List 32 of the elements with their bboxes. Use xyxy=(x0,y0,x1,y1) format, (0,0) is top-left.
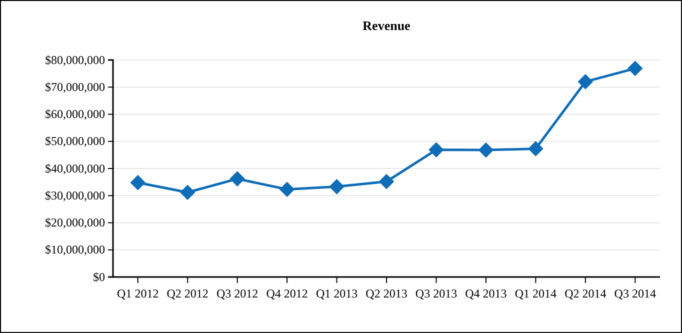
y-tick-label: $20,000,000 xyxy=(45,216,105,230)
y-tick-label: $0 xyxy=(93,270,105,284)
x-tick-label: Q4 2012 xyxy=(266,286,308,301)
y-tick-label: $30,000,000 xyxy=(45,188,105,202)
point xyxy=(627,60,643,76)
y-tick-label: $40,000,000 xyxy=(45,161,105,176)
x-tick-label: Q3 2014 xyxy=(614,286,656,301)
x-tick-label: Q2 2013 xyxy=(366,286,408,301)
point xyxy=(279,182,295,198)
point xyxy=(428,142,444,158)
point xyxy=(329,179,344,194)
y-tick-label: $10,000,000 xyxy=(45,242,105,257)
x-tick-label: Q2 2012 xyxy=(166,286,208,301)
point xyxy=(378,174,394,190)
x-tick-label: Q4 2013 xyxy=(465,286,507,301)
x-tick-label: Q1 2012 xyxy=(117,286,159,301)
x-tick-label: Q1 2013 xyxy=(316,286,358,301)
y-tick-label: $50,000,000 xyxy=(45,134,105,148)
x-tick-label: Q3 2012 xyxy=(216,286,258,301)
y-tick-label: $60,000,000 xyxy=(45,107,105,122)
y-tick-label: $70,000,000 xyxy=(45,80,105,94)
chart-title: Revenue xyxy=(362,18,411,33)
point xyxy=(528,141,544,156)
point xyxy=(578,74,594,90)
point xyxy=(230,171,245,186)
x-tick-label: Q2 2014 xyxy=(564,286,606,301)
x-tick-label: Q1 2014 xyxy=(514,286,557,301)
point xyxy=(130,174,146,190)
point xyxy=(180,184,196,200)
x-tick-label: Q3 2013 xyxy=(415,286,458,301)
y-tick-label: $80,000,000 xyxy=(45,52,105,67)
point xyxy=(478,142,494,158)
